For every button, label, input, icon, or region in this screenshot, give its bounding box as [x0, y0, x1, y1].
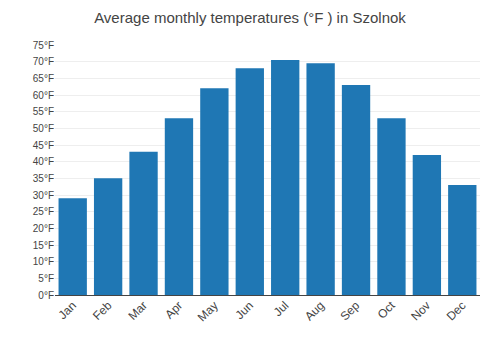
- svg-text:50°F: 50°F: [33, 123, 54, 134]
- svg-text:65°F: 65°F: [33, 73, 54, 84]
- svg-text:Sep: Sep: [337, 298, 362, 323]
- svg-text:10°F: 10°F: [33, 256, 54, 267]
- svg-text:Feb: Feb: [90, 298, 115, 323]
- svg-text:Aug: Aug: [302, 298, 327, 323]
- svg-text:Oct: Oct: [375, 298, 399, 322]
- svg-text:Mar: Mar: [125, 298, 150, 323]
- svg-text:15°F: 15°F: [33, 240, 54, 251]
- svg-text:Dec: Dec: [444, 298, 469, 323]
- svg-text:Jan: Jan: [55, 298, 79, 322]
- svg-text:55°F: 55°F: [33, 106, 54, 117]
- svg-text:70°F: 70°F: [33, 56, 54, 67]
- svg-text:25°F: 25°F: [33, 206, 54, 217]
- svg-text:May: May: [195, 298, 221, 324]
- svg-text:75°F: 75°F: [33, 40, 54, 51]
- svg-text:30°F: 30°F: [33, 190, 54, 201]
- svg-text:Average monthly temperatures (: Average monthly temperatures (°F ) in Sz…: [94, 9, 406, 26]
- svg-text:Jul: Jul: [271, 298, 292, 319]
- svg-text:60°F: 60°F: [33, 90, 54, 101]
- svg-text:Nov: Nov: [408, 298, 433, 323]
- svg-text:5°F: 5°F: [38, 273, 54, 284]
- svg-text:45°F: 45°F: [33, 140, 54, 151]
- svg-text:Apr: Apr: [162, 298, 185, 321]
- svg-text:20°F: 20°F: [33, 223, 54, 234]
- svg-text:40°F: 40°F: [33, 156, 54, 167]
- svg-text:0°F: 0°F: [38, 290, 54, 301]
- svg-text:Jun: Jun: [233, 298, 257, 322]
- svg-text:35°F: 35°F: [33, 173, 54, 184]
